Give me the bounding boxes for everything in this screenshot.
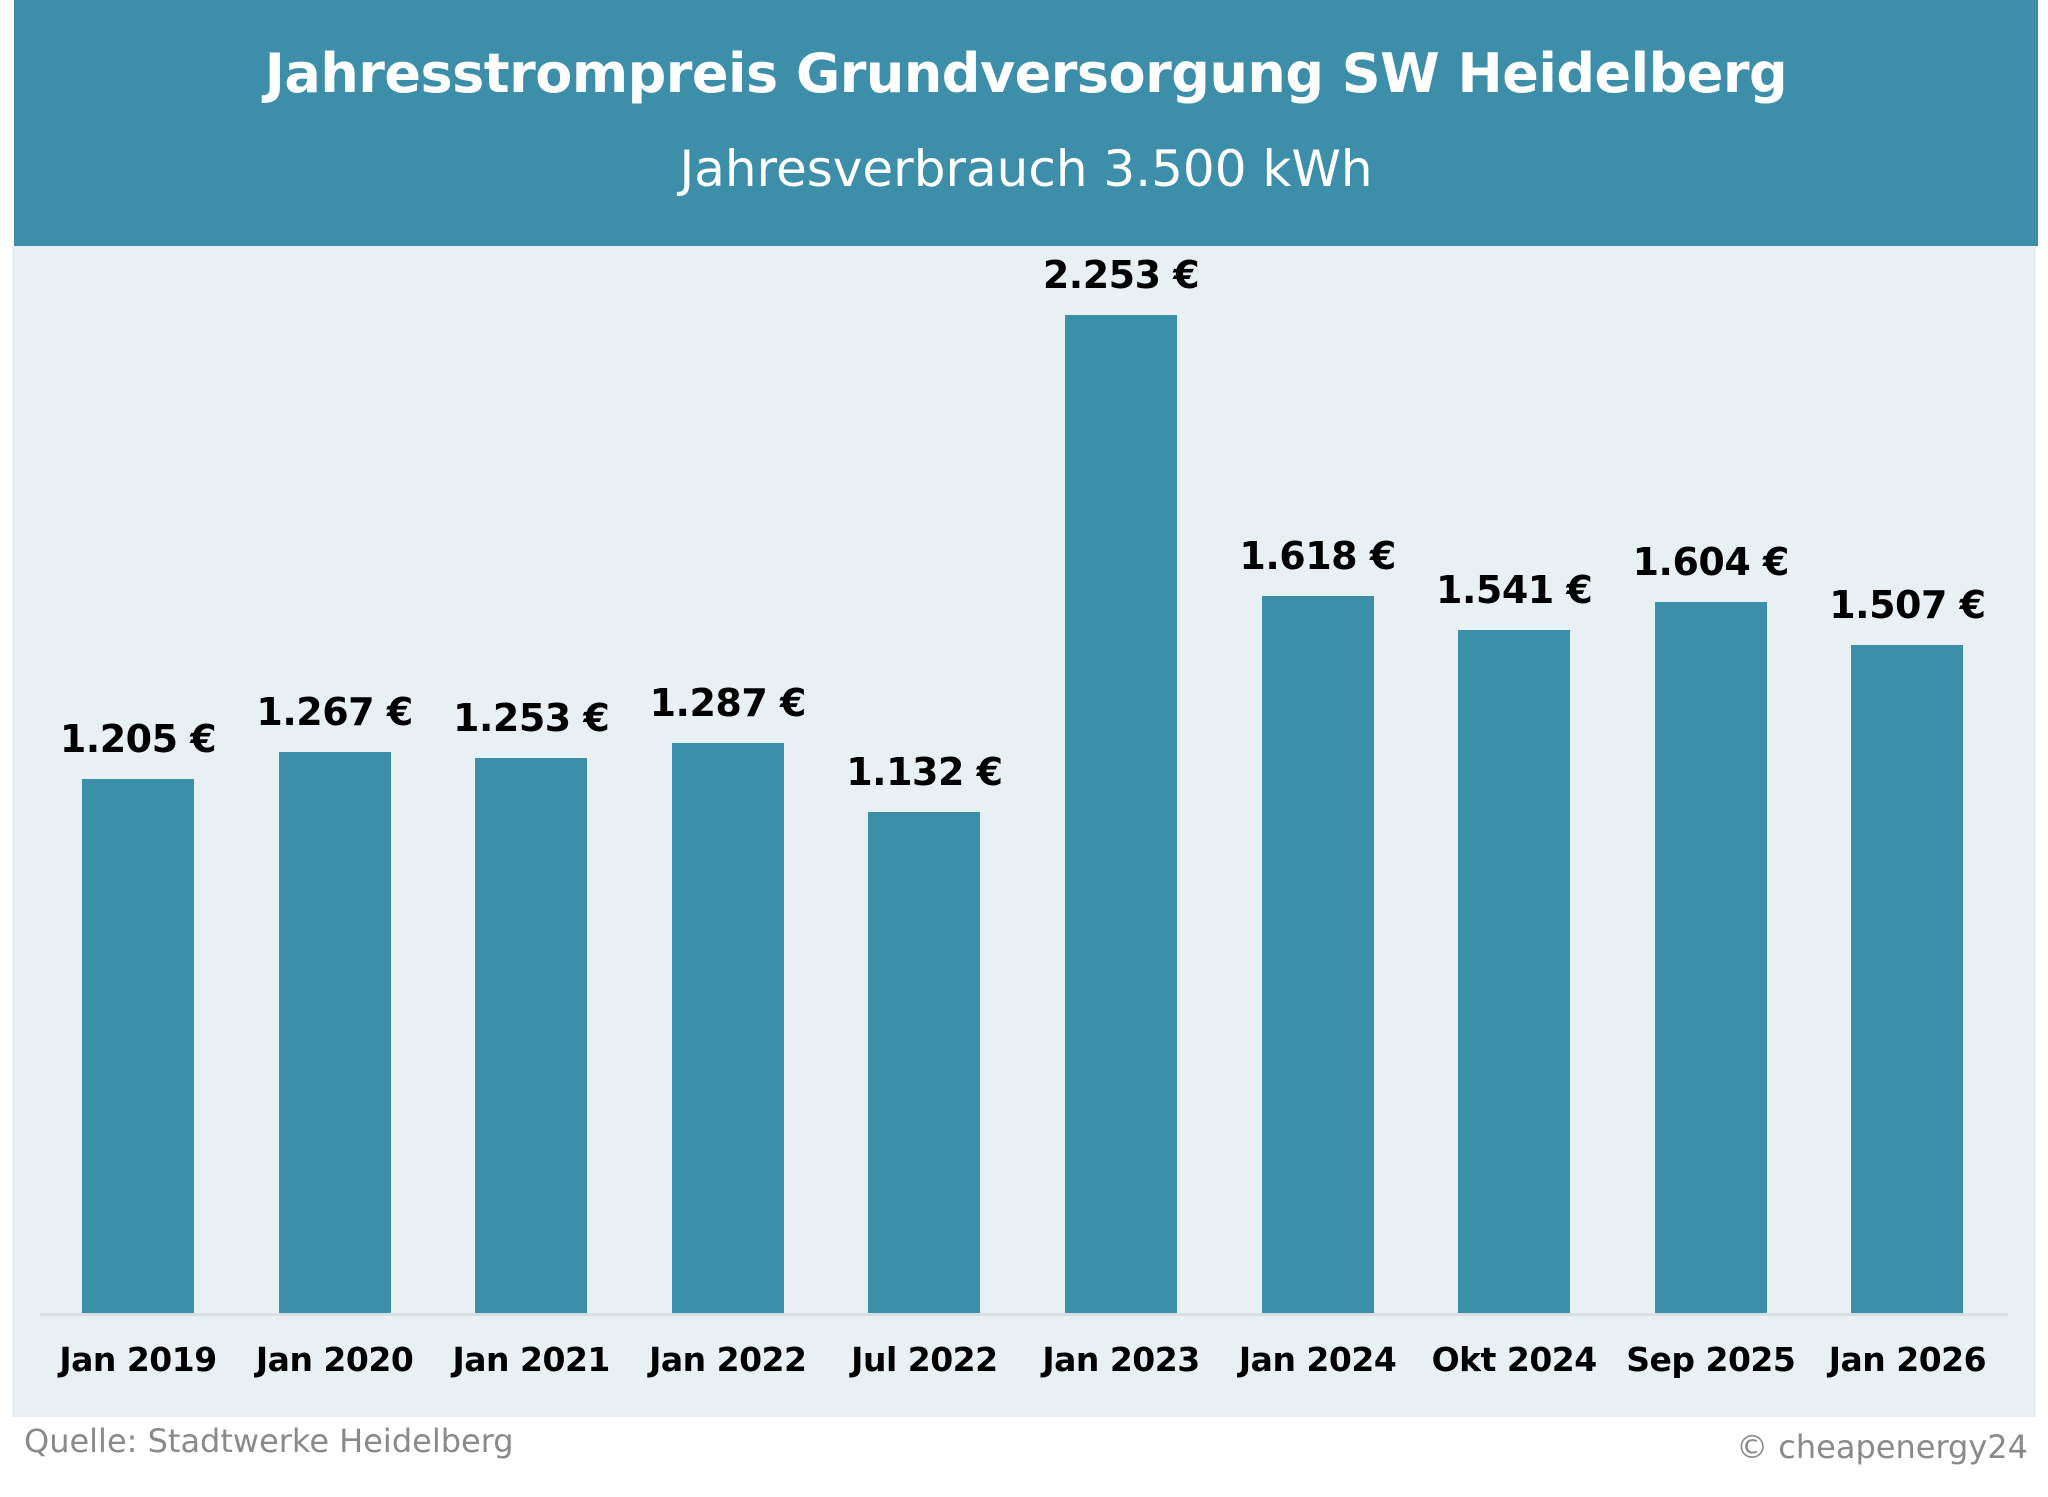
bar — [1261, 596, 1374, 1313]
data-label: 2.253 € — [1042, 253, 1200, 297]
x-tick-label: Jan 2022 — [649, 1340, 807, 1379]
data-label: 1.507 € — [1829, 583, 1986, 628]
x-tick-label: Jan 2024 — [1238, 1340, 1397, 1379]
data-label: 1.604 € — [1632, 540, 1790, 585]
data-label: 1.132 € — [846, 749, 1003, 794]
bar — [1065, 315, 1177, 1313]
source-note: Quelle: Stadtwerke Heidelberg — [24, 1422, 514, 1460]
bar — [868, 811, 981, 1313]
chart-header: Jahresstrompreis Grundversorgung SW Heid… — [14, 0, 2038, 246]
bar — [1458, 630, 1571, 1313]
bar — [1654, 602, 1767, 1313]
x-tick-label: Jan 2026 — [1828, 1340, 1987, 1379]
data-label: 1.287 € — [649, 680, 807, 725]
x-tick-label: Sep 2025 — [1626, 1340, 1796, 1379]
x-tick-label: Jul 2022 — [851, 1340, 998, 1379]
bar — [475, 757, 588, 1313]
bar — [1851, 645, 1964, 1313]
data-label: 1.541 € — [1436, 568, 1593, 613]
x-tick-label: Jan 2021 — [452, 1340, 611, 1379]
x-tick-label: Okt 2024 — [1431, 1340, 1598, 1379]
data-label: 1.253 € — [453, 695, 610, 740]
data-label: 1.267 € — [256, 689, 413, 734]
bar — [671, 742, 784, 1313]
x-tick-label: Jan 2023 — [1042, 1340, 1200, 1379]
copyright-note: © cheapenergy24 — [1736, 1428, 2028, 1466]
data-label: 1.618 € — [1239, 534, 1396, 579]
chart-subtitle: Jahresverbrauch 3.500 kWh — [679, 140, 1373, 198]
data-label: 1.205 € — [59, 717, 217, 762]
x-tick-label: Jan 2020 — [255, 1340, 414, 1379]
bar — [278, 751, 391, 1313]
x-axis-line — [40, 1313, 2008, 1316]
x-tick-label: Jan 2019 — [59, 1340, 217, 1379]
chart-title: Jahresstrompreis Grundversorgung SW Heid… — [264, 42, 1788, 105]
bar — [82, 779, 194, 1313]
